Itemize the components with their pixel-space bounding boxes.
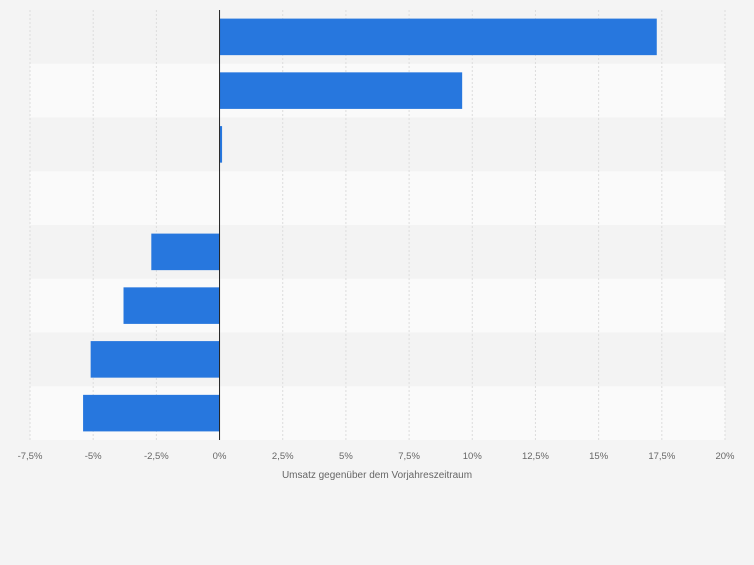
- x-tick-label: 5%: [339, 451, 353, 462]
- x-tick-label: -2,5%: [144, 451, 169, 462]
- x-tick-label: 20%: [715, 451, 735, 462]
- x-tick-labels: -7,5% -5% -2,5% 0% 2,5% 5% 7,5% 10% 12,5% 15% 17,5…: [18, 451, 735, 462]
- x-tick-label: -7,5%: [18, 451, 43, 462]
- bars: [83, 18, 657, 432]
- row-band: [30, 225, 725, 279]
- bar[interactable]: [219, 126, 223, 163]
- x-tick-label: 7,5%: [398, 451, 420, 462]
- x-axis-label: Umsatz gegenüber dem Vorjahreszeitraum: [282, 470, 472, 481]
- bar[interactable]: [219, 72, 463, 109]
- bar[interactable]: [123, 287, 220, 324]
- x-tick-label: -5%: [85, 451, 102, 462]
- x-tick-label: 17,5%: [648, 451, 675, 462]
- x-tick-label: 12,5%: [522, 451, 549, 462]
- x-tick-label: 10%: [463, 451, 483, 462]
- x-tick-label: 0%: [213, 451, 227, 462]
- bar[interactable]: [90, 341, 220, 378]
- bar[interactable]: [219, 18, 657, 56]
- bar[interactable]: [151, 233, 220, 271]
- row-band: [30, 117, 725, 172]
- row-band: [30, 171, 725, 225]
- x-tick-label: 2,5%: [272, 451, 294, 462]
- x-tick-label: 15%: [589, 451, 609, 462]
- bar[interactable]: [83, 394, 220, 432]
